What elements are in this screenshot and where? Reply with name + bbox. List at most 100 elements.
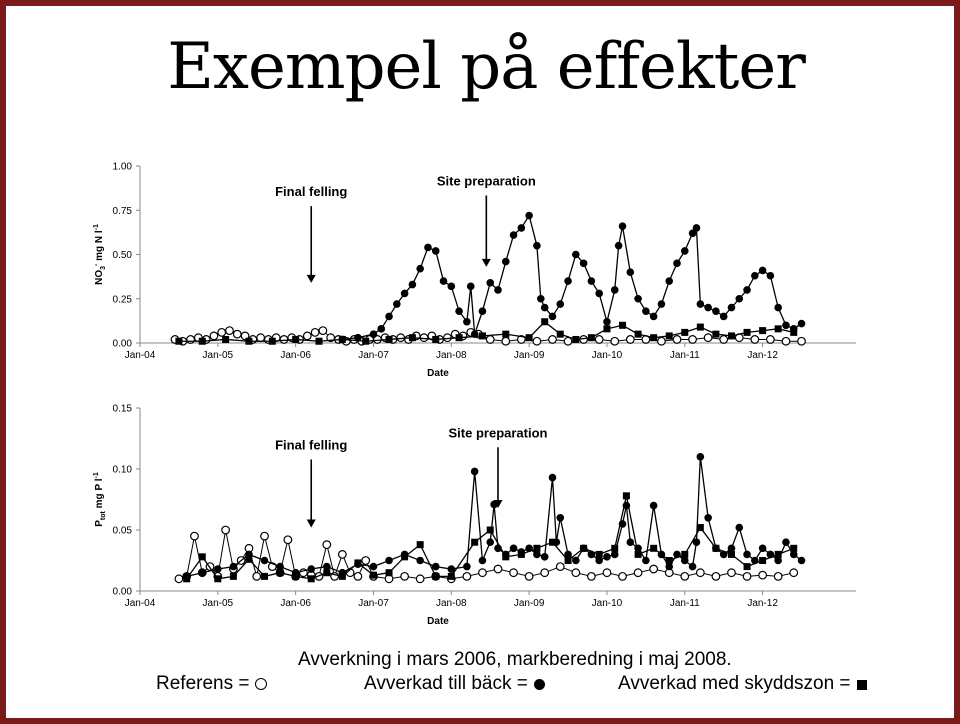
data-point-filled (634, 294, 642, 303)
data-point-filled (447, 565, 456, 573)
data-point-filled (354, 333, 362, 342)
data-point-open (703, 333, 713, 343)
data-point-filled (610, 286, 619, 294)
data-point-square (548, 538, 556, 546)
data-point-open (657, 336, 666, 346)
data-point-filled (478, 307, 487, 315)
data-point-square (603, 325, 611, 333)
data-point-open (302, 331, 312, 341)
x-tick-label: Jan-05 (203, 598, 234, 609)
data-point-square (214, 575, 222, 583)
data-point-square (455, 334, 463, 342)
x-tick-label: Jan-11 (670, 598, 700, 609)
y-tick-label: 0.15 (113, 404, 133, 415)
data-point-filled (657, 300, 666, 308)
data-point-square (432, 335, 440, 343)
data-point-filled (704, 514, 712, 522)
data-point-filled (276, 562, 284, 571)
data-point-square (222, 335, 230, 343)
data-point-open (478, 568, 487, 578)
data-point-filled (509, 231, 518, 239)
data-point-square (774, 325, 782, 333)
y-axis-label-part: -1 (93, 224, 100, 230)
data-point-filled (704, 303, 712, 312)
data-point-filled (548, 312, 557, 321)
data-point-filled (610, 550, 619, 559)
data-point-open (232, 329, 242, 339)
data-point-filled (494, 286, 502, 294)
data-point-open (610, 336, 620, 346)
data-point-square (525, 334, 533, 342)
data-point-square (541, 318, 549, 326)
data-point-filled (431, 562, 440, 571)
data-point-square (517, 550, 525, 558)
data-point-square (198, 337, 206, 345)
data-point-square (580, 544, 588, 552)
data-point-open (695, 568, 705, 578)
data-point-square (634, 330, 642, 338)
data-point-open (742, 571, 752, 581)
data-point-square (564, 557, 572, 564)
data-point-filled (712, 307, 720, 315)
data-point-open (318, 326, 328, 336)
data-point-square (622, 492, 630, 500)
data-point-open (563, 336, 573, 346)
data-point-filled (455, 307, 463, 315)
y-axis-label-part: -1 (93, 472, 100, 478)
data-point-filled (626, 268, 635, 277)
data-point-filled (564, 550, 572, 559)
data-point-filled (595, 289, 603, 298)
data-point-open (186, 335, 195, 344)
data-point-filled (533, 550, 541, 559)
data-point-square (486, 526, 494, 534)
data-point-square (665, 332, 673, 340)
data-point-filled (579, 259, 588, 268)
data-point-square (502, 553, 510, 561)
data-point-filled (509, 544, 518, 553)
data-point-filled (696, 300, 705, 308)
data-point-square (681, 328, 689, 336)
data-point-filled (688, 562, 697, 571)
data-point-filled (680, 556, 689, 565)
data-point-filled (214, 565, 222, 573)
data-point-filled (649, 501, 658, 510)
data-point-open (719, 335, 729, 344)
y-tick-label: 0.50 (113, 250, 133, 261)
x-tick-label: Jan-06 (280, 350, 311, 361)
data-point-open (225, 326, 234, 336)
annotation-arrowhead (481, 258, 491, 267)
data-point-square (634, 550, 642, 558)
data-point-open (727, 568, 736, 578)
data-point-square (315, 337, 323, 345)
data-point-open (337, 550, 347, 559)
data-point-filled (673, 259, 681, 268)
data-point-open (750, 335, 760, 344)
legend-felled-with-buffer-label: Avverkad med skyddszon = (618, 673, 851, 694)
data-point-open (602, 568, 612, 578)
data-point-filled (572, 250, 580, 259)
data-point-filled (307, 565, 316, 573)
data-point-open (462, 571, 472, 581)
data-point-filled (463, 562, 471, 571)
data-point-square (245, 337, 253, 345)
x-tick-label: Jan-10 (592, 350, 623, 361)
data-point-open (781, 336, 791, 346)
data-point-filled (603, 553, 611, 561)
data-point-square (611, 544, 619, 552)
data-point-square (556, 330, 564, 338)
data-point-filled (727, 303, 736, 312)
data-point-filled (774, 303, 782, 312)
data-point-square (229, 572, 237, 580)
data-point-filled (540, 553, 549, 561)
data-point-open (419, 333, 429, 343)
data-point-filled (385, 556, 393, 565)
data-point-filled (478, 556, 487, 565)
data-point-filled (758, 544, 767, 553)
filled-square-icon (856, 680, 867, 690)
x-tick-label: Jan-08 (436, 350, 467, 361)
data-point-filled (719, 312, 728, 321)
data-point-open (283, 535, 293, 545)
data-point-square (743, 563, 751, 571)
legend-felled-to-stream-label: Avverkad till bäck = (364, 673, 528, 694)
